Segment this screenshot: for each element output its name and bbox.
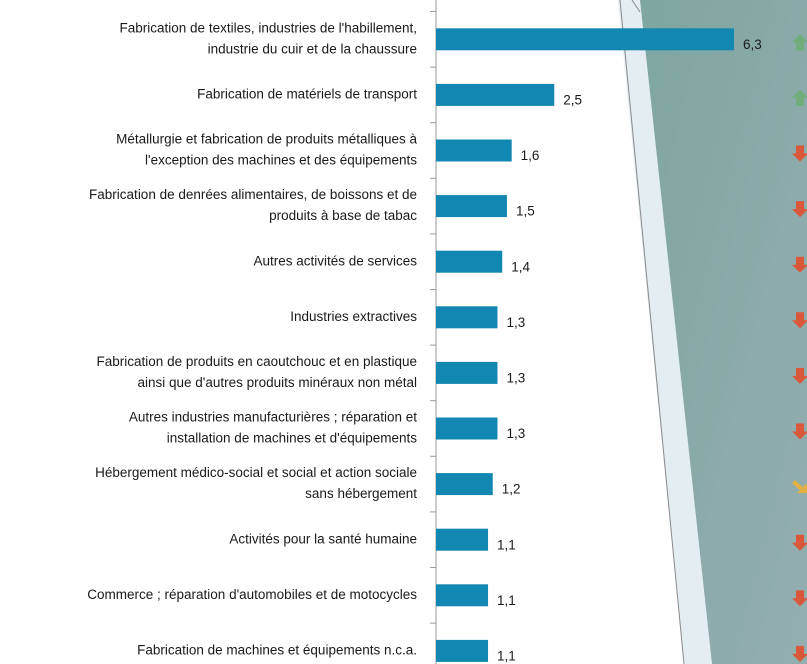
category-label: Fabrication de matériels de transport [197, 86, 417, 101]
value-label: 1,4 [511, 259, 530, 274]
value-label: 1,3 [506, 370, 525, 385]
value-label: 1,1 [497, 648, 516, 663]
trend-arrow [792, 423, 807, 440]
bar [436, 361, 498, 384]
bar [436, 528, 489, 551]
category-label: Industries extractives [290, 309, 417, 324]
category-label: Autres industries manufacturières ; répa… [129, 410, 417, 425]
trend-arrow [792, 367, 807, 384]
trend-arrow [792, 312, 807, 329]
value-label: 1,3 [506, 315, 525, 330]
value-label: 1,1 [497, 537, 516, 552]
value-label: 1,5 [516, 204, 535, 219]
category-label: sans hébergement [305, 486, 417, 501]
bar [436, 639, 489, 662]
category-label: Fabrication de textiles, industries de l… [120, 20, 417, 35]
bar [436, 83, 555, 106]
category-label: Hébergement médico-social et social et a… [95, 465, 417, 480]
trend-arrow [792, 645, 807, 662]
category-label: ainsi que d'autres produits minéraux non… [138, 375, 418, 390]
category-label: Autres activités de services [253, 253, 417, 268]
category-label: Métallurgie et fabrication de produits m… [116, 132, 417, 147]
value-label: 6,3 [743, 37, 762, 52]
value-label: 1,2 [502, 482, 521, 497]
category-label: industrie du cuir et de la chaussure [208, 41, 417, 56]
bar [436, 306, 498, 329]
trend-arrow [792, 590, 807, 607]
trend-arrow [792, 34, 807, 51]
background-shape [640, 0, 807, 664]
category-label: Fabrication de denrées alimentaires, de … [89, 187, 417, 202]
trend-arrow [792, 201, 807, 218]
trend-arrow [792, 534, 807, 551]
value-label: 1,6 [521, 148, 540, 163]
category-label: Fabrication de produits en caoutchouc et… [97, 354, 417, 369]
value-label: 2,5 [563, 92, 582, 107]
bar [436, 417, 498, 440]
value-label: 1,1 [497, 593, 516, 608]
value-label: 1,3 [506, 426, 525, 441]
trend-arrow [792, 256, 807, 273]
category-label: Fabrication de machines et équipements n… [137, 642, 417, 657]
background-line [631, 0, 641, 13]
bar [436, 195, 507, 218]
category-label: Commerce ; réparation d'automobiles et d… [87, 587, 417, 602]
category-label: l'exception des machines et des équipeme… [145, 153, 417, 168]
trend-arrow [792, 145, 807, 162]
bar [436, 584, 489, 607]
bar [436, 250, 503, 273]
bar [436, 473, 493, 496]
bar [436, 139, 512, 162]
bar [436, 28, 734, 51]
category-label: produits à base de tabac [269, 208, 417, 223]
category-label: Activités pour la santé humaine [229, 531, 417, 546]
background-line [619, 0, 685, 664]
trend-arrow [792, 480, 807, 494]
category-label: installation de machines et d'équipement… [167, 431, 417, 446]
trend-arrow [792, 89, 807, 106]
